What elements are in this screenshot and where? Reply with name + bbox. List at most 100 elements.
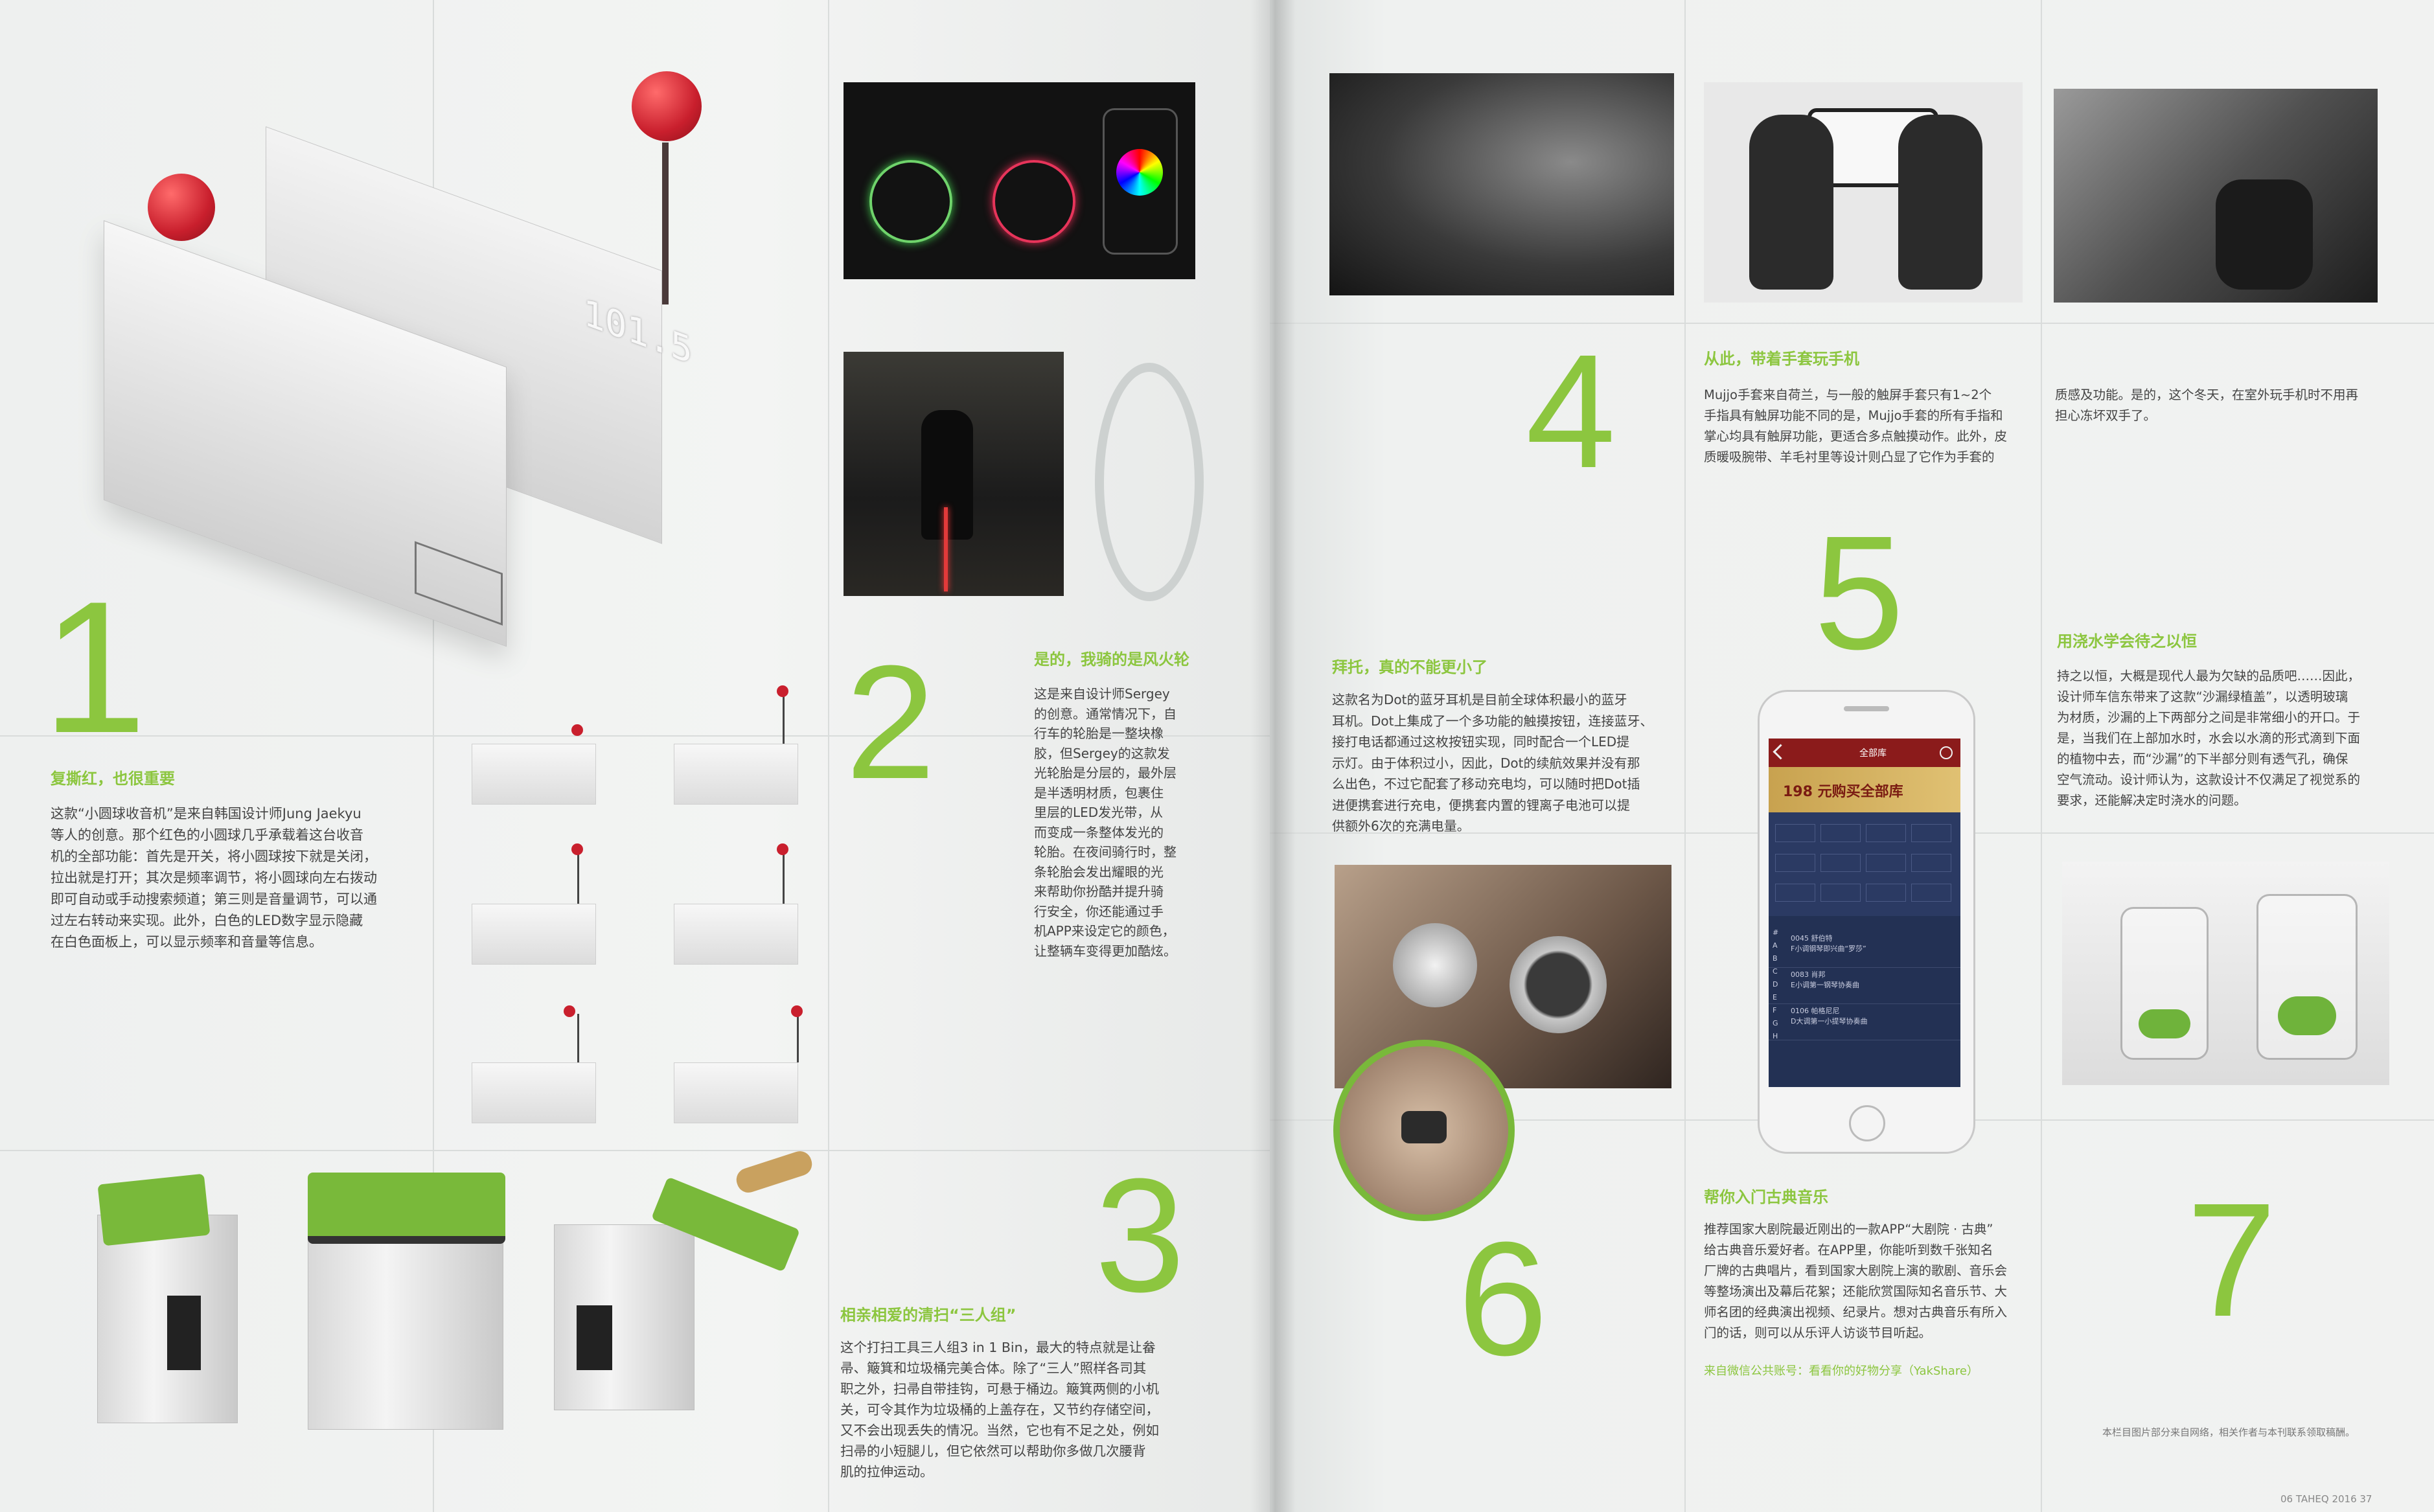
- grid-line: [828, 0, 829, 1512]
- category-cell[interactable]: [1775, 854, 1815, 872]
- track-title: 帕格尼尼: [1811, 1007, 1840, 1015]
- body-line: 帚、簸箕和垃圾桶完美合体。除了“三人”照样各司其: [840, 1360, 1147, 1376]
- mini-ball: [777, 685, 788, 697]
- body-line: 即可自动或手动搜索频道；第三则是音量调节，可以通: [51, 891, 377, 907]
- body-line: 关，可令其作为垃圾桶的上盖存在，又节约存储空间，: [840, 1402, 1159, 1417]
- category-cell[interactable]: [1820, 824, 1861, 842]
- body-line: 职之外，扫帚自带挂钩，可悬于桶边。簸箕两侧的小机: [840, 1381, 1159, 1397]
- earphone-closeup: [1333, 1040, 1515, 1221]
- body-line: 担心冻坏双手了。: [2055, 408, 2157, 423]
- earphone: [1393, 923, 1477, 1007]
- body-line: 的植物中去，而“沙漏”的下半部分则有透气孔，确保: [2057, 751, 2348, 766]
- mini-radio: [472, 1062, 596, 1123]
- body-line: 等整场演出及幕后花絮；还能欣赏国际知名音乐节、大: [1704, 1284, 2008, 1299]
- category-cell[interactable]: [1775, 824, 1815, 842]
- body-line: 这是来自设计师Sergey: [1034, 686, 1170, 702]
- right-page: 4 从此，带着手套玩手机 Mujjo手套来自荷兰，与一般的触屏手套只有1~2个 …: [1270, 0, 2434, 1512]
- body-line: 质感及功能。是的，这个冬天，在室外玩手机时不用再: [2055, 387, 2359, 402]
- category-cell[interactable]: [1911, 824, 1951, 842]
- category-cell[interactable]: [1866, 854, 1906, 872]
- category-cell[interactable]: [1911, 884, 1951, 902]
- category-cell[interactable]: [1820, 884, 1861, 902]
- track-title: 肖邦: [1811, 970, 1826, 979]
- item-number: 4: [1526, 321, 1616, 501]
- back-icon[interactable]: [1773, 744, 1789, 760]
- item-body: 这款“小圆球收音机”是来自韩国设计师Jung Jaekyu 等人的创意。那个红色…: [51, 803, 426, 953]
- red-ring: [993, 160, 1075, 243]
- green-ring: [869, 160, 952, 243]
- body-line: 要求，还能解决定时浇水的问题。: [2057, 793, 2247, 808]
- body-line: 胶，但Sergey的这款发: [1034, 745, 1170, 761]
- category-cell[interactable]: [1911, 854, 1951, 872]
- item-number: 2: [845, 632, 936, 812]
- body-line: 师名团的经典演出视频、纪录片。想对古典音乐有所入: [1704, 1305, 2008, 1320]
- page-gutter: [1250, 0, 1296, 1512]
- list-item[interactable]: 0106 帕格尼尼 D大调第一小提琴协奏曲: [1769, 1005, 1960, 1040]
- category-cell[interactable]: [1820, 854, 1861, 872]
- phone-outline: [1103, 108, 1178, 255]
- home-button[interactable]: [1849, 1105, 1885, 1141]
- item-heading: 拜托，真的不能更小了: [1332, 658, 1487, 676]
- tab-all-library[interactable]: 全部库: [1859, 748, 1887, 759]
- item-body-continued: 质感及功能。是的，这个冬天，在室外玩手机时不用再 担心冻坏双手了。: [2055, 385, 2379, 426]
- image-credit-note: 本栏目图片部分来自网络，相关作者与本刊联系领取稿酬。: [2102, 1426, 2356, 1438]
- mini-radio: [472, 904, 596, 965]
- body-line: 过左右转动来实现。此外，白色的LED数字显示隐藏: [51, 913, 363, 928]
- cyclist-gloves-photo: [2054, 89, 2378, 303]
- body-line: 门的话，则可以从乐评人访谈节目听起。: [1704, 1325, 1932, 1340]
- category-cell[interactable]: [1866, 884, 1906, 902]
- mini-stick: [797, 1014, 799, 1062]
- body-line: Mujjo手套来自荷兰，与一般的触屏手套只有1~2个: [1704, 387, 1992, 402]
- category-cell[interactable]: [1866, 824, 1906, 842]
- promo-banner[interactable]: 198 元购买全部库: [1769, 767, 1960, 812]
- body-line: 让整辆车变得更加酷炫。: [1034, 943, 1177, 959]
- mini-ball: [571, 843, 583, 855]
- grid-line: [1270, 323, 2434, 324]
- body-line: 掌心均具有触屏功能，更适合多点触摸动作。此外，皮: [1704, 429, 2008, 444]
- body-line: 来帮助你扮酷并提升骑: [1034, 884, 1164, 899]
- body-line: 在白色面板上，可以显示频率和音量等信息。: [51, 934, 323, 950]
- mini-radio: [674, 1062, 798, 1123]
- bin-lid: [308, 1173, 505, 1244]
- list-item[interactable]: 0083 肖邦 E小调第一钢琴协奏曲: [1769, 969, 1960, 1004]
- glove-texture-photo: [1329, 73, 1674, 295]
- track-subtitle: E小调第一钢琴协奏曲: [1791, 981, 1859, 989]
- source-note: 来自微信公共账号：看看你的好物分享（YakShare）: [1704, 1364, 1979, 1378]
- item-heading: 帮你入门古典音乐: [1704, 1188, 1828, 1206]
- page-folio: 06 TAHEQ 2016 37: [2280, 1493, 2372, 1505]
- grid-line: [1684, 0, 1686, 1512]
- category-cell[interactable]: [1775, 884, 1815, 902]
- grid-line: [0, 1150, 1270, 1151]
- body-line: 这款“小圆球收音机”是来自韩国设计师Jung Jaekyu: [51, 806, 362, 821]
- moss: [2278, 996, 2336, 1035]
- body-line: 接打电话都通过这枚按钮实现，同时配合一个LED提: [1332, 734, 1630, 750]
- phone-screen: 全部库 198 元购买全部库 #ABCDEFGH: [1769, 739, 1960, 1087]
- search-icon[interactable]: [1940, 746, 1953, 759]
- red-ball: [632, 71, 702, 141]
- body-line: 空气流动。设计师认为，这款设计不仅满足了视觉系的: [2057, 772, 2361, 787]
- item-heading: 复撕红，也很重要: [51, 770, 175, 788]
- body-line: 轮胎。在夜间骑行时，整: [1034, 844, 1177, 860]
- promo-text: 198 元购买全部库: [1783, 784, 1903, 800]
- body-line: 是半透明材质，包裹住: [1034, 785, 1164, 801]
- index-letters[interactable]: #ABCDEFGH: [1773, 928, 1779, 1040]
- item-number: 6: [1458, 1208, 1548, 1389]
- mini-stick: [577, 1014, 579, 1062]
- mini-radio: [674, 904, 798, 965]
- body-line: 这款名为Dot的蓝牙耳机是目前全球体积最小的蓝牙: [1332, 692, 1627, 707]
- body-line: 等人的创意。那个红色的小圆球几乎承载着这台收音: [51, 827, 363, 843]
- list-item[interactable]: 0045 舒伯特 F小调钢琴即兴曲“罗莎”: [1769, 933, 1960, 968]
- mini-ball: [791, 1005, 803, 1017]
- item-number: 3: [1095, 1145, 1186, 1325]
- left-page: 101.5 1 复撕红，也很重要 这款“小圆球收音机”是来自韩国设计师Jung …: [0, 0, 1270, 1512]
- track-title: 舒伯特: [1811, 934, 1833, 943]
- mini-radio: [674, 744, 798, 805]
- ball-stick: [662, 143, 669, 304]
- mini-radio: [472, 744, 596, 805]
- body-line: 进便携套进行充电，便携套内置的锂离子电池可以提: [1332, 797, 1630, 813]
- body-line: 而变成一条整体发光的: [1034, 824, 1164, 840]
- red-ball: [148, 174, 215, 241]
- body-line: 肌的拉伸运动。: [840, 1464, 934, 1480]
- item-body: 这个打扫工具三人组3 in 1 Bin，最大的特点就是让畚 帚、簸箕和垃圾桶完美…: [840, 1337, 1200, 1482]
- moss: [2139, 1009, 2190, 1038]
